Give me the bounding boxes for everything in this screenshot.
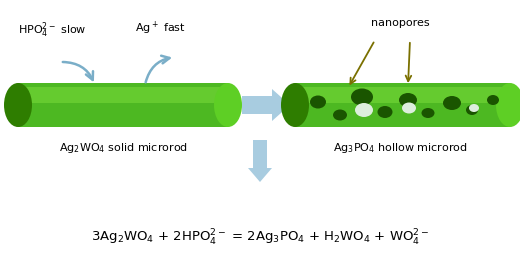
Polygon shape — [297, 87, 508, 103]
Ellipse shape — [496, 83, 520, 127]
Ellipse shape — [422, 108, 435, 118]
Polygon shape — [242, 89, 290, 121]
Ellipse shape — [351, 88, 373, 106]
Ellipse shape — [378, 106, 393, 118]
Text: Ag$^+$ fast: Ag$^+$ fast — [135, 20, 186, 37]
Ellipse shape — [402, 102, 416, 114]
Polygon shape — [20, 87, 226, 103]
Text: HPO$_4^{2-}$ slow: HPO$_4^{2-}$ slow — [18, 20, 87, 40]
Ellipse shape — [333, 110, 347, 120]
Ellipse shape — [281, 83, 309, 127]
Ellipse shape — [443, 96, 461, 110]
Text: Ag$_2$WO$_4$ solid microrod: Ag$_2$WO$_4$ solid microrod — [59, 141, 188, 155]
Ellipse shape — [310, 96, 326, 109]
Ellipse shape — [214, 83, 242, 127]
Ellipse shape — [399, 93, 417, 107]
Polygon shape — [248, 140, 272, 182]
Text: nanopores: nanopores — [371, 18, 430, 28]
Text: Ag$_3$PO$_4$ hollow microrod: Ag$_3$PO$_4$ hollow microrod — [333, 141, 467, 155]
Text: 3Ag$_2$WO$_4$ + 2HPO$_4^{2-}$ = 2Ag$_3$PO$_4$ + H$_2$WO$_4$ + WO$_4^{2-}$: 3Ag$_2$WO$_4$ + 2HPO$_4^{2-}$ = 2Ag$_3$P… — [91, 228, 429, 248]
Polygon shape — [295, 83, 510, 127]
Ellipse shape — [355, 103, 373, 117]
Ellipse shape — [466, 105, 478, 115]
Polygon shape — [18, 83, 228, 127]
Ellipse shape — [4, 83, 32, 127]
Ellipse shape — [487, 95, 499, 105]
Ellipse shape — [469, 104, 479, 112]
